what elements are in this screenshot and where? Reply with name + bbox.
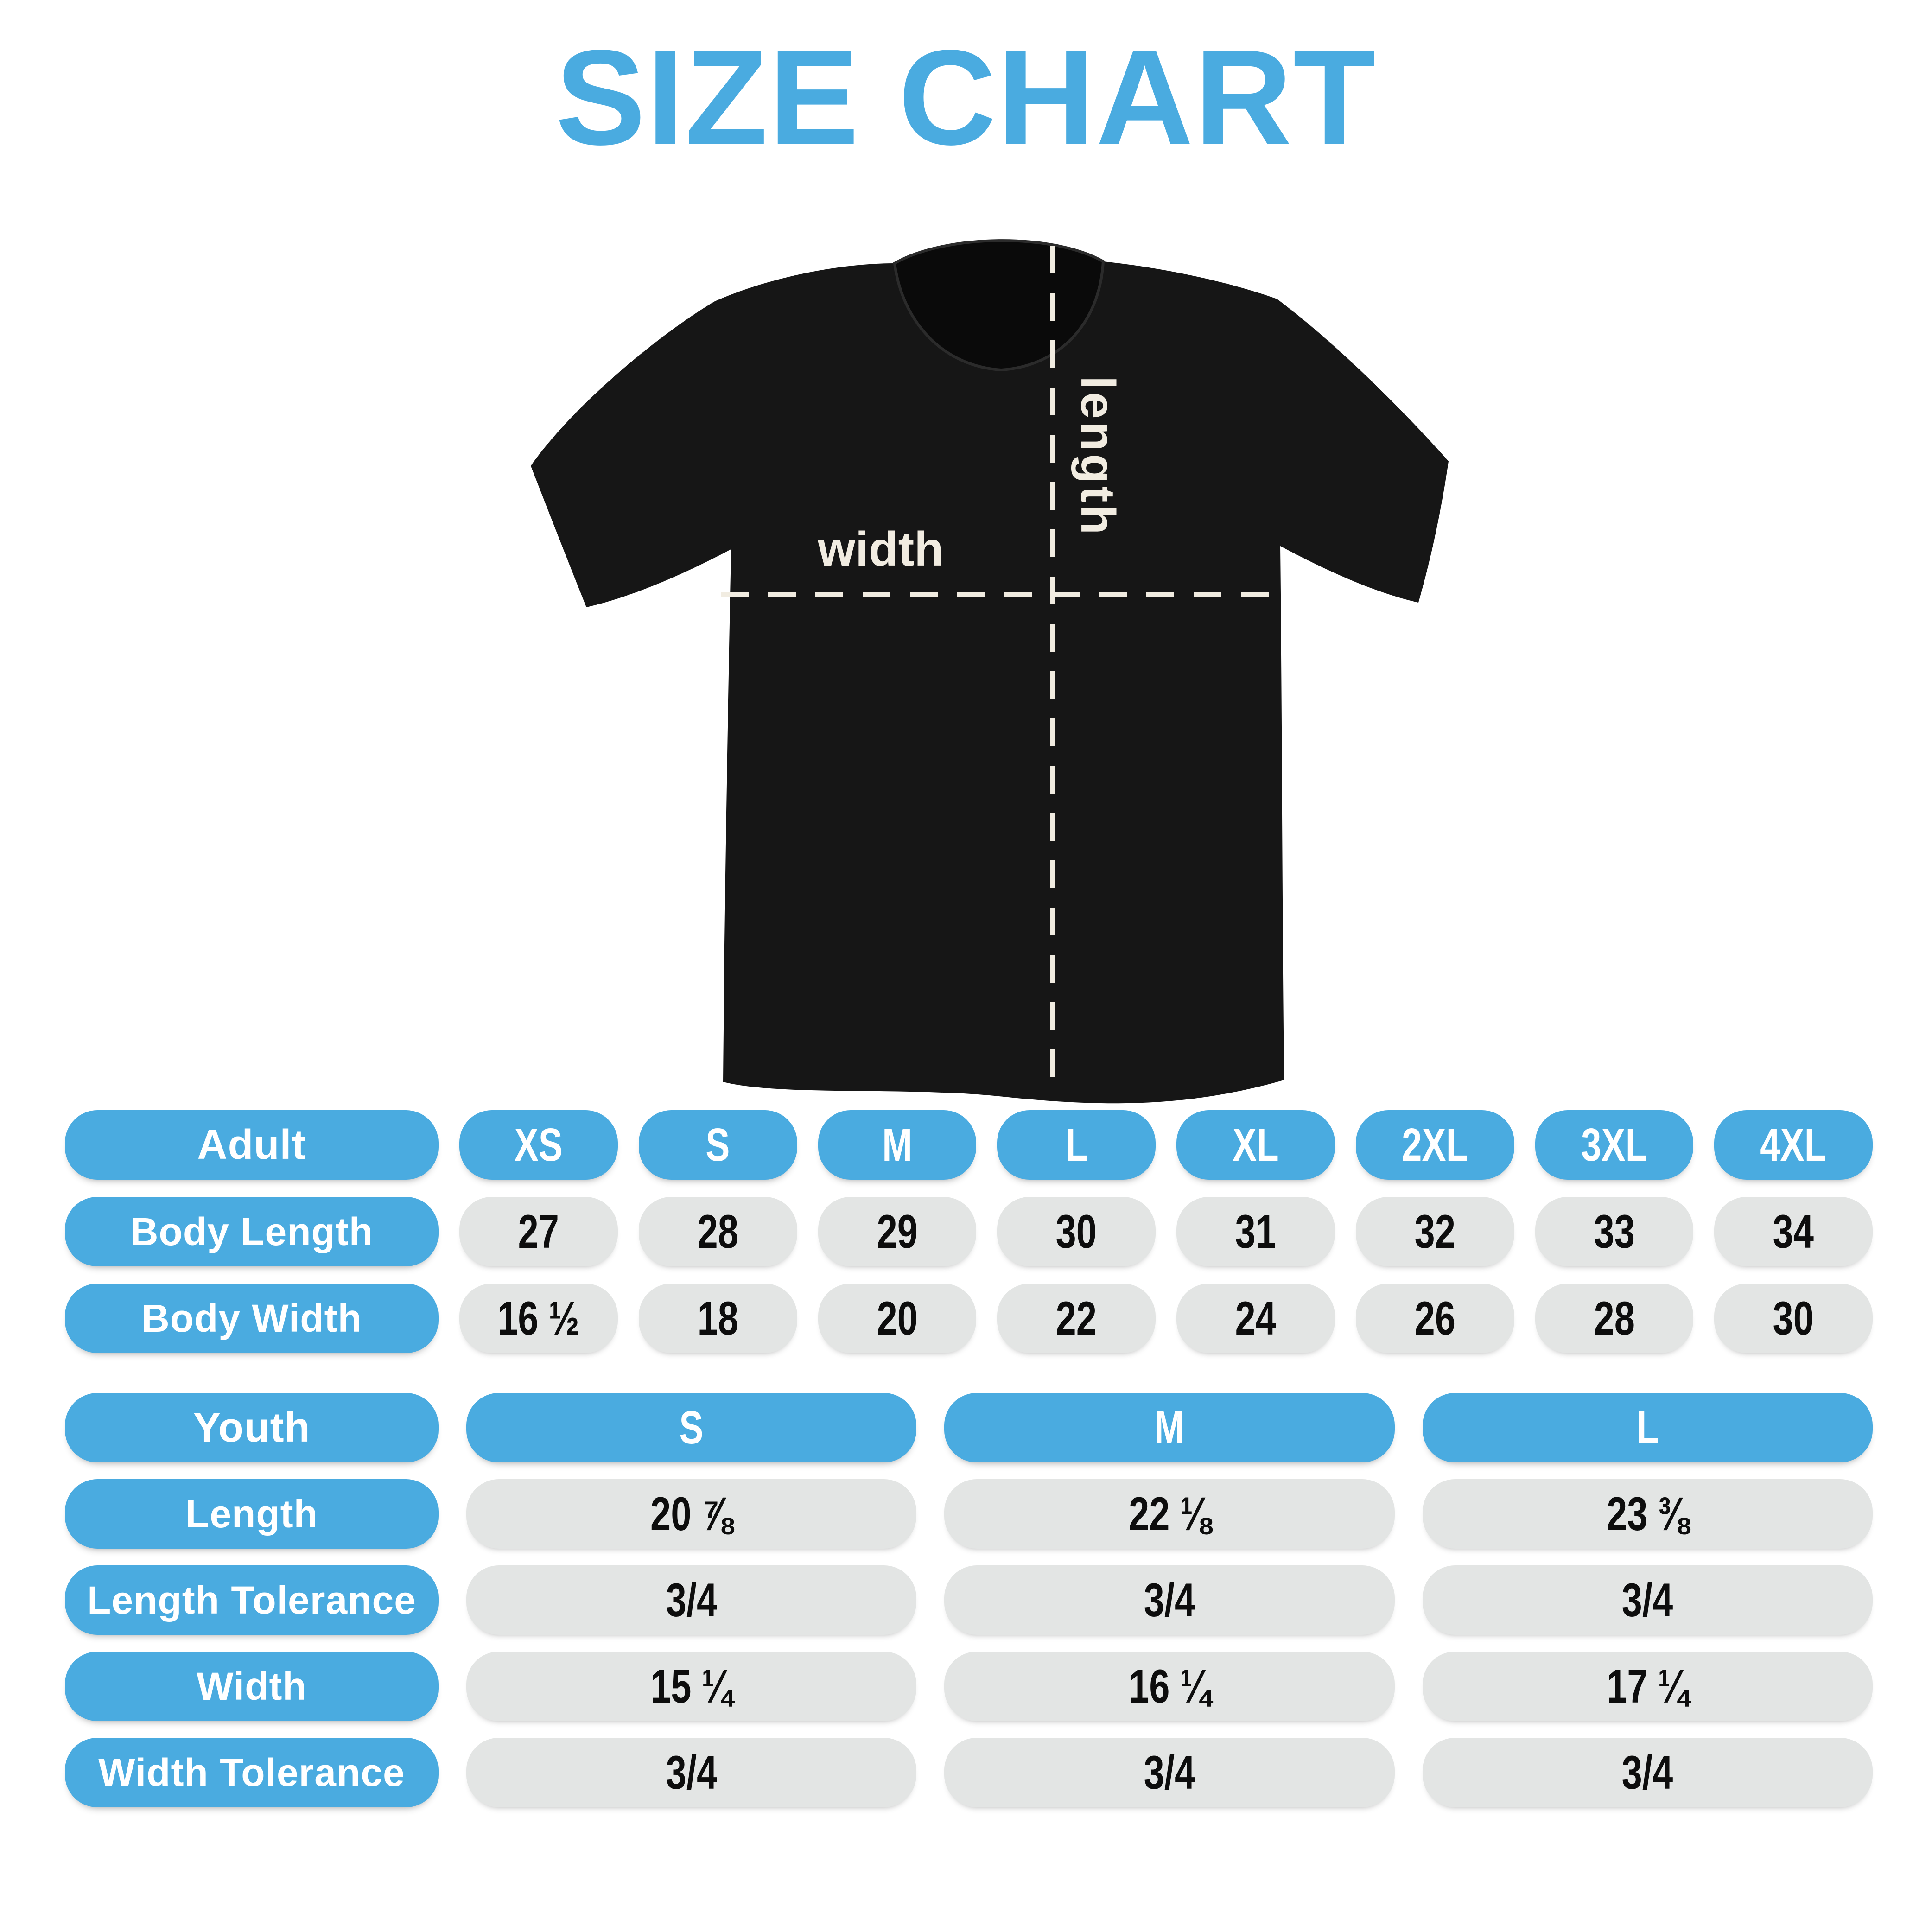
body-width-value: 28 — [1535, 1284, 1694, 1353]
body-length-value: 33 — [1535, 1197, 1694, 1266]
adult-row-label-body-width: Body Width — [65, 1284, 439, 1353]
adult-size-header: XL — [1176, 1110, 1335, 1180]
youth-size-header: S — [466, 1393, 917, 1462]
adult-size-header: M — [818, 1110, 977, 1180]
adult-row-label-body-length: Body Length — [65, 1197, 439, 1266]
youth-size-header: L — [1422, 1393, 1873, 1462]
youth-width-value: 15 ¼ — [466, 1652, 917, 1721]
youth-length-value: 23 ⅜ — [1422, 1479, 1873, 1549]
youth-length-tolerance-value: 3/4 — [944, 1565, 1395, 1635]
youth-size-header: M — [944, 1393, 1395, 1462]
tshirt-silhouette — [531, 240, 1449, 1104]
adult-size-header: XS — [459, 1110, 618, 1180]
adult-size-header: 3XL — [1535, 1110, 1694, 1180]
body-length-value: 30 — [997, 1197, 1156, 1266]
adult-size-header: S — [638, 1110, 797, 1180]
body-length-value: 28 — [638, 1197, 797, 1266]
adult-table-corner: Adult — [65, 1110, 439, 1180]
length-label: length — [1071, 376, 1125, 537]
youth-length-tolerance-value: 3/4 — [1422, 1565, 1873, 1635]
body-length-value: 32 — [1355, 1197, 1514, 1266]
youth-size-table: Youth S M L Length 20 ⅞ 22 ⅛ 23 ⅜ Length… — [65, 1393, 1873, 1807]
body-length-value: 29 — [818, 1197, 977, 1266]
body-width-value: 24 — [1176, 1284, 1335, 1353]
body-width-value: 16 ½ — [459, 1284, 618, 1353]
youth-row-label-width: Width — [65, 1652, 439, 1721]
youth-row-label-length: Length — [65, 1479, 439, 1549]
adult-size-header: L — [997, 1110, 1156, 1180]
youth-row-label-width-tolerance: Width Tolerance — [65, 1738, 439, 1807]
body-length-value: 34 — [1714, 1197, 1873, 1266]
youth-width-tolerance-value: 3/4 — [466, 1738, 917, 1807]
youth-table-corner: Youth — [65, 1393, 439, 1462]
body-width-value: 22 — [997, 1284, 1156, 1353]
adult-size-header: 2XL — [1355, 1110, 1514, 1180]
youth-length-tolerance-value: 3/4 — [466, 1565, 917, 1635]
body-length-value: 27 — [459, 1197, 618, 1266]
youth-width-tolerance-value: 3/4 — [1422, 1738, 1873, 1807]
page-title: SIZE CHART — [555, 22, 1377, 173]
body-width-value: 30 — [1714, 1284, 1873, 1353]
adult-size-header: 4XL — [1714, 1110, 1873, 1180]
body-width-value: 26 — [1355, 1284, 1514, 1353]
width-label: width — [817, 522, 943, 576]
youth-width-value: 16 ¼ — [944, 1652, 1395, 1721]
youth-length-value: 20 ⅞ — [466, 1479, 917, 1549]
youth-width-tolerance-value: 3/4 — [944, 1738, 1395, 1807]
adult-size-table: Adult XS S M L XL 2XL 3XL 4XL Body Lengt… — [65, 1110, 1873, 1353]
tshirt-graphic: width length — [531, 239, 1449, 1104]
body-width-value: 18 — [638, 1284, 797, 1353]
youth-length-value: 22 ⅛ — [944, 1479, 1395, 1549]
youth-width-value: 17 ¼ — [1422, 1652, 1873, 1721]
body-width-value: 20 — [818, 1284, 977, 1353]
tshirt-diagram: width length — [487, 209, 1465, 1131]
body-length-value: 31 — [1176, 1197, 1335, 1266]
youth-row-label-length-tolerance: Length Tolerance — [65, 1565, 439, 1635]
